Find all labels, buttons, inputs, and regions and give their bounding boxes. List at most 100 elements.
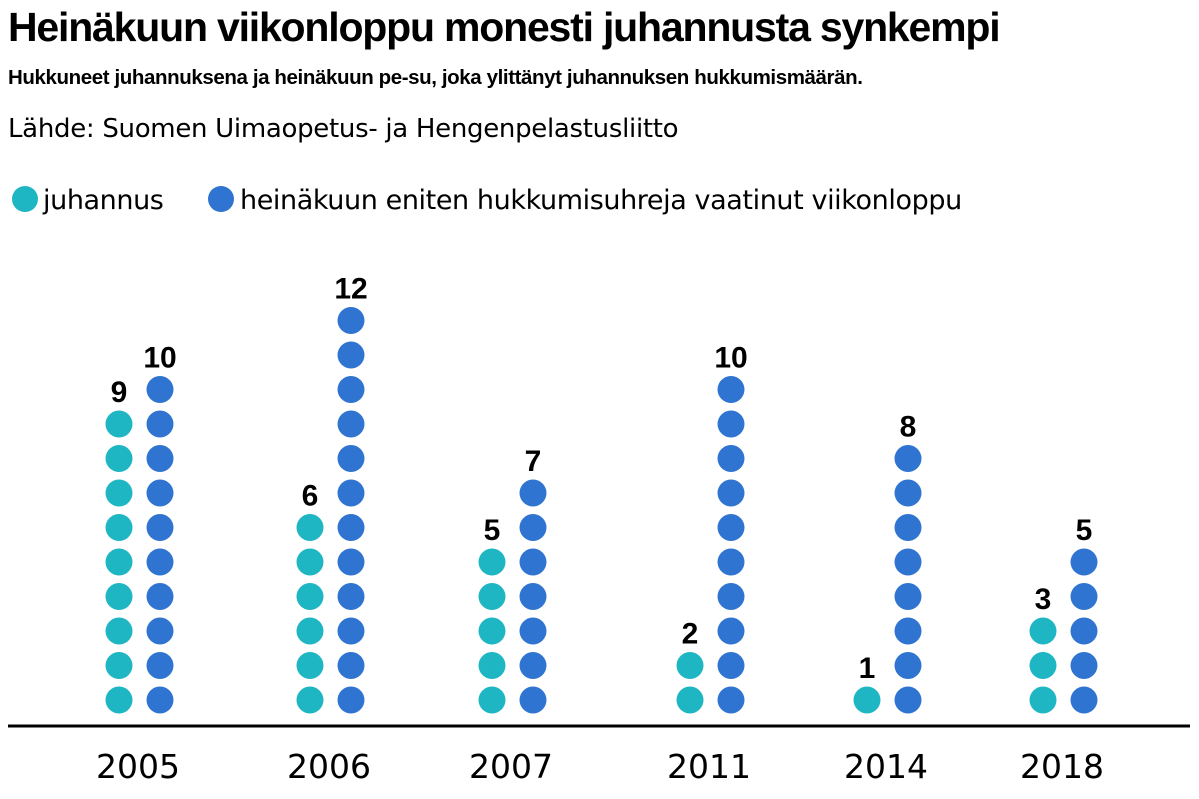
data-dot: [478, 583, 506, 610]
data-dot: [1070, 652, 1098, 679]
data-dot: [105, 445, 133, 472]
data-dot: [717, 410, 745, 438]
x-tick-label: 2005: [96, 747, 180, 786]
dot-column-juhannus-2018: 3: [1029, 583, 1057, 714]
data-dot: [894, 686, 922, 714]
legend-marker-juhannus: [12, 186, 38, 212]
dot-column-juhannus-2005: 9: [105, 376, 133, 714]
data-dot: [296, 617, 324, 645]
legend-label-heinakuu: heinäkuun eniten hukkumisuhreja vaatinut…: [240, 185, 962, 216]
data-label: 7: [525, 445, 542, 478]
data-dot: [296, 583, 324, 610]
data-dot: [296, 548, 324, 576]
data-dot: [337, 514, 365, 541]
data-dot: [853, 686, 881, 714]
data-dot: [519, 514, 547, 541]
data-dot: [337, 376, 365, 403]
data-dot: [1070, 686, 1098, 714]
data-label: 3: [1035, 583, 1052, 616]
data-dot: [146, 548, 174, 576]
legend: juhannus heinäkuun eniten hukkumisuhreja…: [12, 185, 962, 216]
group-2006: 6 12 2006: [287, 273, 371, 787]
data-label: 5: [484, 514, 501, 547]
data-dot: [105, 514, 133, 541]
data-dot: [894, 445, 922, 472]
data-dot: [1070, 617, 1098, 645]
data-dot: [1029, 617, 1057, 645]
data-dot: [717, 686, 745, 714]
chart-subtitle: Hukkuneet juhannuksena ja heinäkuun pe-s…: [8, 66, 863, 89]
data-dot: [337, 617, 365, 645]
data-dot: [676, 652, 704, 679]
data-label: 9: [111, 376, 128, 409]
data-dot: [717, 652, 745, 679]
data-dot: [337, 686, 365, 714]
data-dot: [894, 617, 922, 645]
plot-area: 9 10 2005 6 12 2006 5 7 2007 2 10 2011 1 8 2014 3 5 2018: [96, 273, 1104, 787]
legend-label-juhannus: juhannus: [42, 185, 163, 216]
data-label: 12: [334, 273, 367, 306]
data-dot: [717, 376, 745, 403]
data-dot: [894, 583, 922, 610]
chart-source: Lähde: Suomen Uimaopetus- ja Hengenpelas…: [8, 114, 679, 144]
data-dot: [146, 376, 174, 403]
group-2005: 9 10 2005: [96, 342, 180, 787]
data-dot: [337, 307, 365, 334]
data-dot: [717, 514, 745, 541]
data-dot: [717, 479, 745, 507]
data-dot: [146, 652, 174, 679]
data-label: 6: [302, 480, 319, 513]
data-dot: [337, 583, 365, 610]
data-dot: [105, 686, 133, 714]
dot-column-heinakuu-2011: 10: [714, 342, 748, 714]
data-dot: [146, 583, 174, 610]
data-dot: [478, 548, 506, 576]
legend-marker-heinakuu: [208, 186, 234, 212]
data-dot: [296, 514, 324, 541]
data-dot: [1029, 686, 1057, 714]
data-dot: [894, 652, 922, 679]
data-dot: [519, 583, 547, 610]
data-dot: [105, 479, 133, 507]
data-label: 10: [143, 342, 176, 375]
data-dot: [519, 652, 547, 679]
data-dot: [337, 652, 365, 679]
data-dot: [1029, 652, 1057, 679]
dot-column-juhannus-2014: 1: [853, 652, 881, 714]
dot-column-heinakuu-2006: 12: [334, 273, 368, 714]
dot-column-heinakuu-2005: 10: [143, 342, 177, 714]
data-dot: [337, 410, 365, 438]
data-dot: [1070, 548, 1098, 576]
group-2011: 2 10 2011: [667, 342, 751, 787]
data-dot: [337, 341, 365, 369]
data-dot: [717, 617, 745, 645]
data-dot: [337, 479, 365, 507]
data-dot: [296, 686, 324, 714]
chart-title: Heinäkuun viikonloppu monesti juhannusta…: [8, 4, 1001, 50]
data-dot: [105, 617, 133, 645]
data-dot: [105, 652, 133, 679]
group-2014: 1 8 2014: [844, 411, 928, 787]
data-dot: [519, 617, 547, 645]
dot-column-heinakuu-2007: 7: [519, 445, 547, 714]
data-dot: [717, 548, 745, 576]
data-label: 5: [1076, 514, 1093, 547]
dot-column-heinakuu-2018: 5: [1070, 514, 1098, 714]
data-dot: [1070, 583, 1098, 610]
data-dot: [146, 514, 174, 541]
data-dot: [296, 652, 324, 679]
data-dot: [519, 548, 547, 576]
data-dot: [478, 686, 506, 714]
x-tick-label: 2018: [1020, 747, 1104, 786]
x-tick-label: 2011: [667, 747, 751, 786]
data-dot: [519, 479, 547, 507]
data-dot: [146, 445, 174, 472]
x-tick-label: 2006: [287, 747, 371, 786]
data-dot: [105, 548, 133, 576]
dot-column-heinakuu-2014: 8: [894, 411, 922, 714]
dot-column-juhannus-2006: 6: [296, 480, 324, 714]
group-2007: 5 7 2007: [469, 445, 553, 786]
data-dot: [146, 410, 174, 438]
data-dot: [894, 479, 922, 507]
